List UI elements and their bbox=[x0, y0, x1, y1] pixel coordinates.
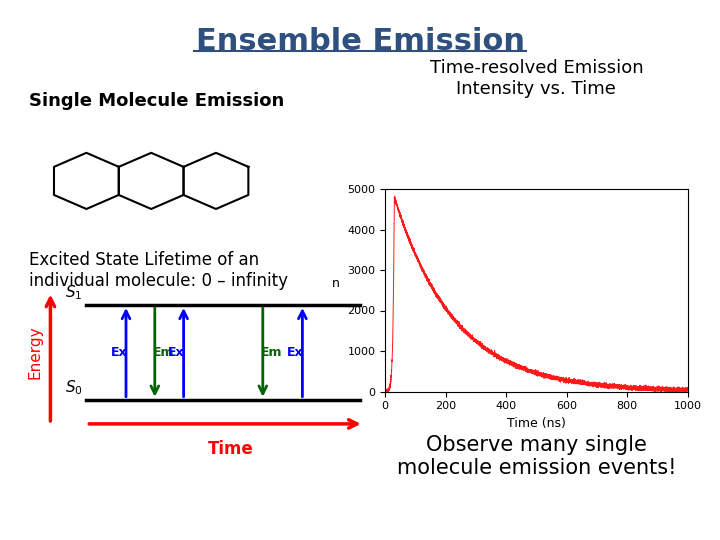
Text: Single Molecule Emission: Single Molecule Emission bbox=[29, 92, 284, 110]
Text: Ensemble Emission: Ensemble Emission bbox=[196, 27, 524, 56]
Text: Ex: Ex bbox=[110, 346, 127, 359]
Y-axis label: n: n bbox=[333, 277, 340, 291]
X-axis label: Time (ns): Time (ns) bbox=[507, 417, 566, 430]
Text: Em: Em bbox=[261, 346, 282, 359]
Text: Energy: Energy bbox=[27, 326, 42, 379]
Text: Excited State Lifetime of an
individual molecule: 0 – infinity: Excited State Lifetime of an individual … bbox=[29, 251, 288, 290]
Text: Em: Em bbox=[153, 346, 174, 359]
Text: Ex: Ex bbox=[287, 346, 304, 359]
Text: Time: Time bbox=[207, 440, 253, 458]
Text: $S_0$: $S_0$ bbox=[65, 378, 83, 397]
Text: Observe many single
molecule emission events!: Observe many single molecule emission ev… bbox=[397, 435, 676, 478]
Text: Ex: Ex bbox=[168, 346, 185, 359]
Text: Time-resolved Emission
Intensity vs. Time: Time-resolved Emission Intensity vs. Tim… bbox=[430, 59, 643, 98]
Text: $S_1$: $S_1$ bbox=[66, 284, 83, 302]
